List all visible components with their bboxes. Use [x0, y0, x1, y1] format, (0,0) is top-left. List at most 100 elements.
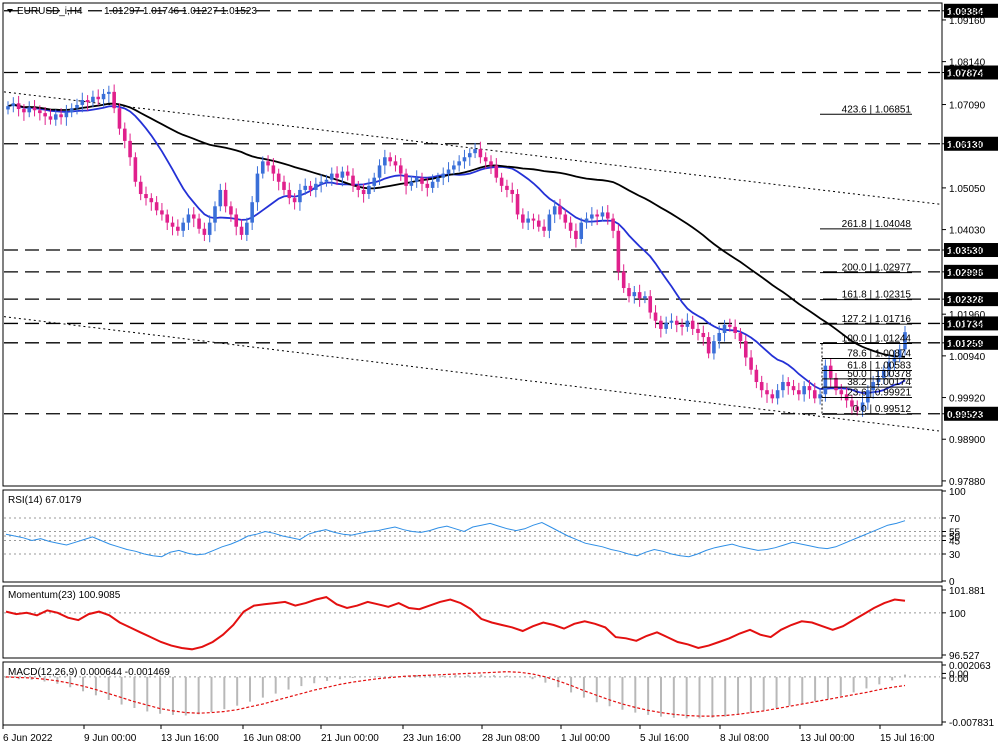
price-tick-label: 1.07874	[949, 68, 986, 79]
candle-bear	[621, 271, 626, 289]
momentum-tick-label: 96.527	[949, 651, 980, 662]
candle-bear	[791, 386, 796, 391]
candle-bear	[605, 212, 610, 219]
candle-bull	[303, 185, 308, 190]
fib-level-label: 50.0 | 1.00378	[847, 369, 911, 380]
macd-signal-line	[5, 671, 906, 717]
candle-bear	[521, 214, 525, 223]
candle-bear	[807, 386, 812, 391]
candle-bull	[186, 214, 191, 223]
candle-bear	[637, 292, 642, 299]
x-tick-label: 21 Jun 00:00	[321, 733, 379, 744]
candle-bear	[335, 173, 339, 178]
candle-bear	[239, 226, 244, 235]
candle-bear	[733, 326, 737, 333]
momentum-tick-label: 100	[949, 609, 966, 620]
candle-bear	[680, 324, 684, 327]
level-tag-label: 1.03530	[947, 246, 984, 257]
candle-bear	[16, 103, 21, 110]
x-tick-label: 6 Jun 2022	[3, 733, 53, 744]
x-tick-label: 16 Jun 08:00	[243, 733, 301, 744]
candle-bull	[547, 214, 552, 231]
rsi-line	[5, 520, 906, 558]
candle-bull	[669, 320, 674, 323]
x-tick-label: 5 Jul 16:00	[640, 733, 689, 744]
level-tag	[944, 264, 998, 279]
candle-bull	[414, 177, 419, 182]
candle-bull	[685, 320, 690, 327]
candle-bull	[329, 173, 334, 180]
level-tag	[944, 292, 998, 307]
candle-bull	[903, 332, 907, 350]
candle-bull	[584, 218, 589, 223]
candle-bear	[202, 228, 207, 235]
candle-bear	[122, 128, 127, 141]
candle-bear	[32, 107, 37, 111]
candle-bull	[467, 153, 472, 158]
chart-symbol: EURUSD_i,H4	[17, 6, 83, 17]
candle-bull	[107, 91, 111, 94]
price-tick-label: 1.00940	[949, 352, 986, 363]
candle-bear	[574, 230, 578, 239]
price-tick-label: 1.03530	[949, 246, 986, 257]
level-tag-label: 1.01734	[947, 319, 984, 330]
candle-bear	[786, 382, 791, 387]
candle-bull	[319, 181, 323, 184]
x-tick-label: 13 Jul 00:00	[800, 733, 855, 744]
fib-level-label: 100.0 | 1.01244	[842, 333, 912, 344]
candle-bear	[48, 116, 53, 120]
level-tag-label: 1.02328	[947, 295, 984, 306]
level-tag-label: 0.99523	[947, 410, 984, 421]
rsi-title: RSI(14) 67.0179	[8, 495, 82, 506]
candle-bear	[505, 185, 509, 190]
candle-bear	[812, 390, 817, 399]
candle-bear	[855, 406, 860, 411]
candle-bull	[75, 104, 79, 109]
candle-bear	[22, 109, 26, 113]
candle-bear	[749, 357, 753, 370]
level-tag	[944, 136, 998, 151]
candle-bear	[706, 337, 711, 354]
candle-bear	[690, 320, 695, 329]
trendline-lower	[3, 316, 941, 432]
candle-bear	[754, 369, 759, 383]
macd-tick-label: 0.002063	[949, 661, 991, 672]
rsi-tick-label: 30	[949, 550, 961, 561]
candle-bear	[271, 165, 276, 174]
candle-bear	[393, 161, 398, 166]
price-tick-label: 1.04030	[949, 226, 986, 237]
rsi-tick-label: 0	[949, 577, 955, 588]
level-tag-label: 1.01259	[947, 339, 984, 350]
candle-bull	[457, 161, 461, 166]
macd-panel-frame	[2, 661, 943, 726]
candle-bull	[207, 222, 212, 235]
candle-bear	[850, 400, 854, 407]
momentum-line	[5, 596, 906, 651]
candle-bear	[510, 189, 515, 195]
candle-bull	[255, 173, 260, 203]
candle-bear	[558, 206, 562, 215]
level-tag	[944, 406, 998, 421]
candle-bull	[887, 361, 891, 370]
rsi-tick-label: 70	[949, 514, 961, 525]
level-tag	[944, 243, 998, 258]
candle-bear	[404, 173, 408, 186]
candle-bull	[881, 369, 886, 378]
candle-bear	[223, 189, 228, 207]
price-tick-label: 0.98900	[949, 435, 986, 446]
candle-bull	[452, 165, 456, 170]
candle-bear	[112, 91, 116, 109]
candle-bull	[80, 100, 85, 105]
ma-fast-line	[7, 103, 906, 394]
candle-bear	[266, 161, 270, 166]
price-tick-label: 1.02996	[949, 268, 986, 279]
price-tick-label: 1.08140	[949, 58, 986, 69]
collapse-triangle-icon[interactable]	[7, 9, 13, 13]
candle-bull	[802, 386, 806, 395]
candle-bull	[250, 202, 254, 223]
fib-level-label: 23.6 | 0.99921	[847, 388, 911, 399]
candle-bear	[170, 222, 175, 227]
candle-bull	[53, 114, 58, 120]
price-tick-label: 1.01259	[949, 339, 986, 350]
